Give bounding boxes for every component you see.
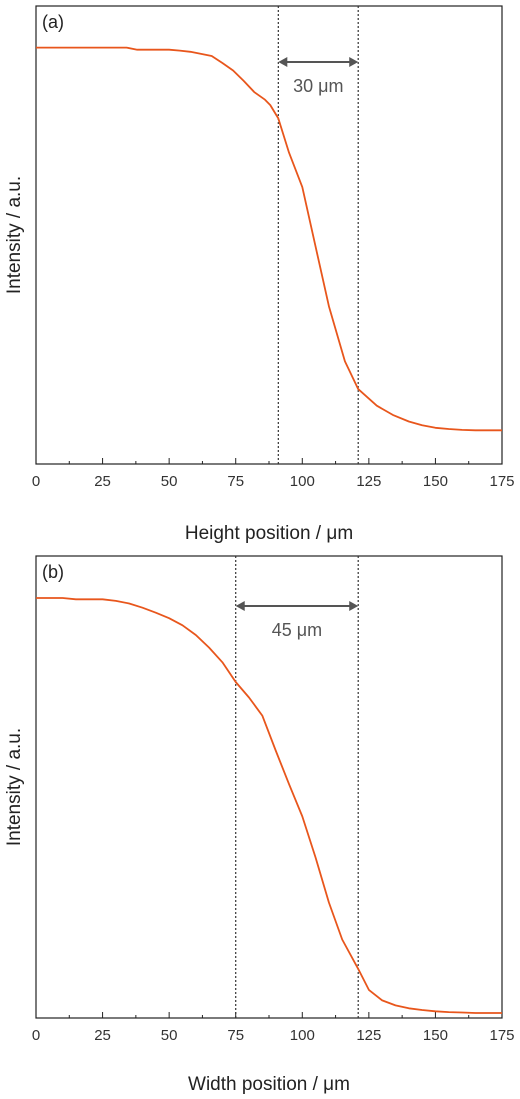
panel-a-annotation-label: 30 μm <box>293 76 343 96</box>
panel-a-x-axis-title: Height position / μm <box>185 523 353 544</box>
panel-a-x-tick-label: 50 <box>161 473 178 490</box>
panel-b-x-axis-title: Width position / μm <box>188 1074 350 1095</box>
panel-a-x-tick-label: 0 <box>32 473 40 490</box>
panel-b-x-tick-label: 0 <box>32 1027 40 1044</box>
panel-b-x-tick-label: 125 <box>356 1027 381 1044</box>
panel-a-x-tick-label: 100 <box>290 473 315 490</box>
panel-a-intensity-line <box>36 46 502 432</box>
panel-b-annotation-arrowhead-left <box>235 601 245 611</box>
panel-b-y-axis-title: Intensity / a.u. <box>4 728 25 846</box>
panel-a-y-axis-title: Intensity / a.u. <box>4 176 25 294</box>
panel-a-panel-label: (a) <box>42 12 64 32</box>
panel-b-x-tick-label: 75 <box>227 1027 244 1044</box>
panel-b-x-tick-label: 50 <box>161 1027 178 1044</box>
panel-b-x-tick-label: 25 <box>94 1027 111 1044</box>
panel-a-x-tick-label: 125 <box>356 473 381 490</box>
panel-b-x-tick-label: 100 <box>290 1027 315 1044</box>
panel-b-panel-label: (b) <box>42 562 64 582</box>
panel-b-intensity-line <box>36 597 502 1014</box>
panel-a-annotation-arrowhead-left <box>278 57 288 67</box>
panel-a-x-tick-label: 150 <box>423 473 448 490</box>
panel-b-x-tick-label: 150 <box>423 1027 448 1044</box>
panel-b-plot-frame <box>35 555 503 1019</box>
panel-a-annotation-arrowhead-right <box>349 57 359 67</box>
panel-b-x-tick-label: 175 <box>489 1027 514 1044</box>
panel-a-x-tick-label: 25 <box>94 473 111 490</box>
panel-b-annotation-arrowhead-right <box>349 601 359 611</box>
panel-a-x-tick-label: 75 <box>227 473 244 490</box>
panel-a-x-tick-label: 175 <box>489 473 514 490</box>
panel-b-annotation-label: 45 μm <box>272 620 322 640</box>
panel-a-plot-frame <box>35 5 503 465</box>
